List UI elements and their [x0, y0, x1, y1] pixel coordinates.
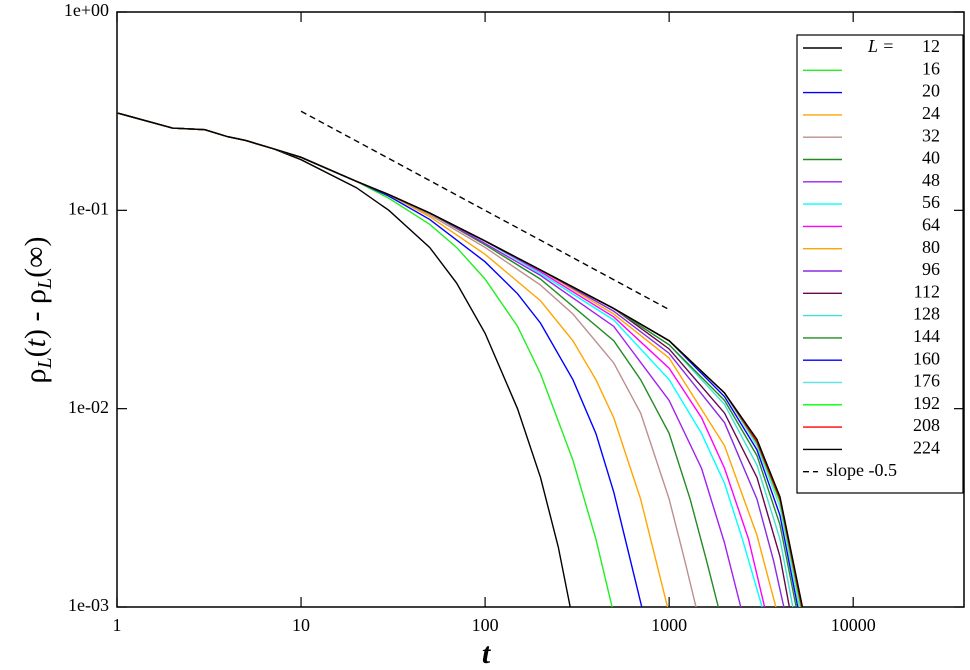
y-label-part: ( [19, 347, 52, 357]
legend-label: 80 [922, 237, 940, 257]
series-line [117, 112, 766, 607]
series-line [117, 112, 804, 607]
series-line [117, 112, 697, 607]
y-tick-label: 1e-03 [68, 595, 109, 615]
legend-label: 20 [922, 81, 940, 101]
y-label-part: ) - ρ [19, 289, 52, 339]
series-line [117, 112, 719, 607]
legend-label: 208 [913, 415, 940, 435]
series-line [117, 112, 797, 607]
legend-label: 24 [922, 103, 940, 123]
series-line [117, 112, 794, 607]
series-line [117, 112, 763, 607]
y-label-part: ρ [19, 368, 52, 383]
legend-label: 40 [922, 148, 940, 168]
legend-label: 56 [922, 192, 940, 212]
x-tick-label: 1 [113, 615, 122, 635]
legend-label: 192 [913, 393, 940, 413]
y-tick-label: 1e-02 [68, 397, 109, 417]
legend-label: 224 [913, 438, 940, 458]
x-axis-label: t [482, 637, 492, 670]
legend-label: 12 [922, 36, 940, 56]
x-tick-label: 10 [292, 615, 310, 635]
legend-label: 160 [913, 348, 940, 368]
series-line [117, 112, 669, 607]
x-tick-label: 1000 [651, 615, 687, 635]
legend-label: slope -0.5 [826, 460, 897, 480]
legend-label: 16 [922, 58, 940, 78]
legend-box [796, 34, 964, 494]
legend-label: 128 [913, 304, 940, 324]
series-line [117, 112, 643, 607]
y-tick-label: 1e-01 [68, 198, 109, 218]
curves [117, 110, 804, 607]
series-line [117, 112, 799, 607]
y-axis-label: ρL(t) - ρL(∞) [19, 237, 56, 384]
y-label-part: (∞) [19, 237, 52, 278]
y-label-part: L [34, 278, 56, 290]
legend-label: 64 [922, 215, 940, 235]
x-tick-label: 100 [472, 615, 499, 635]
legend-label: 176 [913, 371, 940, 391]
series-line [117, 112, 613, 607]
plot-frame [116, 11, 965, 608]
legend-label: 112 [914, 281, 940, 301]
y-label-part: t [19, 338, 52, 347]
x-tick-label: 10000 [831, 615, 876, 635]
legend-label: 32 [922, 125, 940, 145]
y-tick-label: 1e+00 [64, 0, 109, 20]
y-label-part: L [34, 357, 56, 369]
series-line [117, 112, 801, 607]
legend-label: 96 [922, 259, 940, 279]
series-line [117, 112, 802, 607]
series-line [117, 112, 571, 607]
series-line [117, 112, 742, 607]
legend-label: 144 [913, 326, 940, 346]
legend-label: 48 [922, 170, 940, 190]
legend-title: L = [867, 36, 894, 56]
